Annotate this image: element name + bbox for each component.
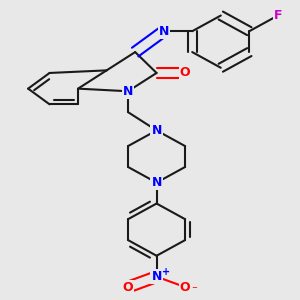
Text: +: + xyxy=(161,267,169,277)
Text: O: O xyxy=(123,280,133,294)
Text: N: N xyxy=(123,85,133,98)
Text: N: N xyxy=(158,25,169,38)
Text: N: N xyxy=(152,176,162,189)
Text: ⁻: ⁻ xyxy=(191,285,197,295)
Text: O: O xyxy=(180,280,190,294)
Text: N: N xyxy=(152,270,162,283)
Text: F: F xyxy=(274,9,282,22)
Text: N: N xyxy=(152,124,162,137)
Text: O: O xyxy=(180,67,190,80)
